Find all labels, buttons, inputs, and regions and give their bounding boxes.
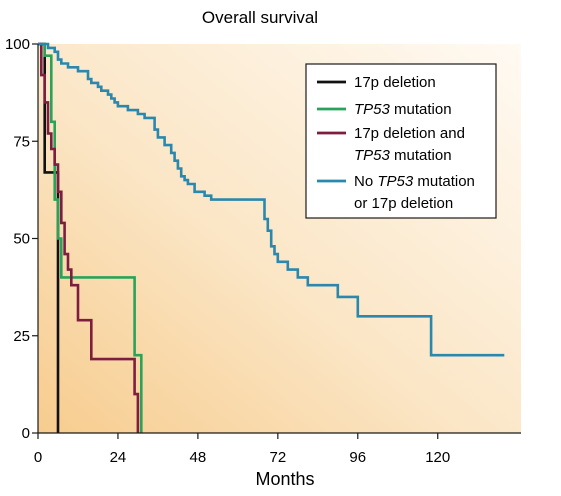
legend-label-3: No TP53 mutation xyxy=(354,173,475,190)
legend-label-2: 17p deletion and xyxy=(354,125,465,142)
chart-title: Overall survival xyxy=(202,8,318,27)
legend: 17p deletion TP53 mutation 17p deletion an… xyxy=(305,63,497,219)
legend-box xyxy=(305,63,497,219)
x-tick-label: 24 xyxy=(110,449,127,466)
legend-label-0: 17p deletion xyxy=(354,74,436,91)
x-tick-label: 120 xyxy=(425,449,450,466)
series-layer xyxy=(38,42,505,433)
y-tick-label: 50 xyxy=(13,231,30,248)
y-tick-label: 75 xyxy=(13,133,30,150)
legend-text: TP53 xyxy=(354,101,391,118)
x-tick-label: 0 xyxy=(34,449,42,466)
x-tick-label: 96 xyxy=(349,449,366,466)
legend-text: 17p deletion and xyxy=(354,125,465,142)
legend-text: mutation xyxy=(390,147,452,164)
legend-label-3: or 17p deletion xyxy=(354,195,453,212)
ticks-layer: 0 24 48 72 96 120 0 25 50 75 100 xyxy=(5,36,450,466)
legend-label-2: TP53 mutation xyxy=(354,147,452,164)
y-tick-label: 25 xyxy=(13,328,30,345)
series-line-3 xyxy=(38,42,505,357)
legend-text: TP53 xyxy=(354,147,391,164)
legend-text: TP53 xyxy=(377,173,414,190)
legend-text: mutation xyxy=(390,101,452,118)
x-axis-label: Months xyxy=(255,469,314,489)
legend-text: 17p deletion xyxy=(354,74,436,91)
y-tick-label: 0 xyxy=(22,425,30,442)
legend-text: or 17p deletion xyxy=(354,195,453,212)
series-line-2 xyxy=(38,42,140,433)
legend-label-1: TP53 mutation xyxy=(354,101,452,118)
legend-text: mutation xyxy=(413,173,475,190)
legend-text: No xyxy=(354,173,377,190)
series-line-1 xyxy=(38,42,143,433)
x-tick-label: 48 xyxy=(190,449,207,466)
y-tick-label: 100 xyxy=(5,36,30,53)
x-tick-label: 72 xyxy=(269,449,286,466)
